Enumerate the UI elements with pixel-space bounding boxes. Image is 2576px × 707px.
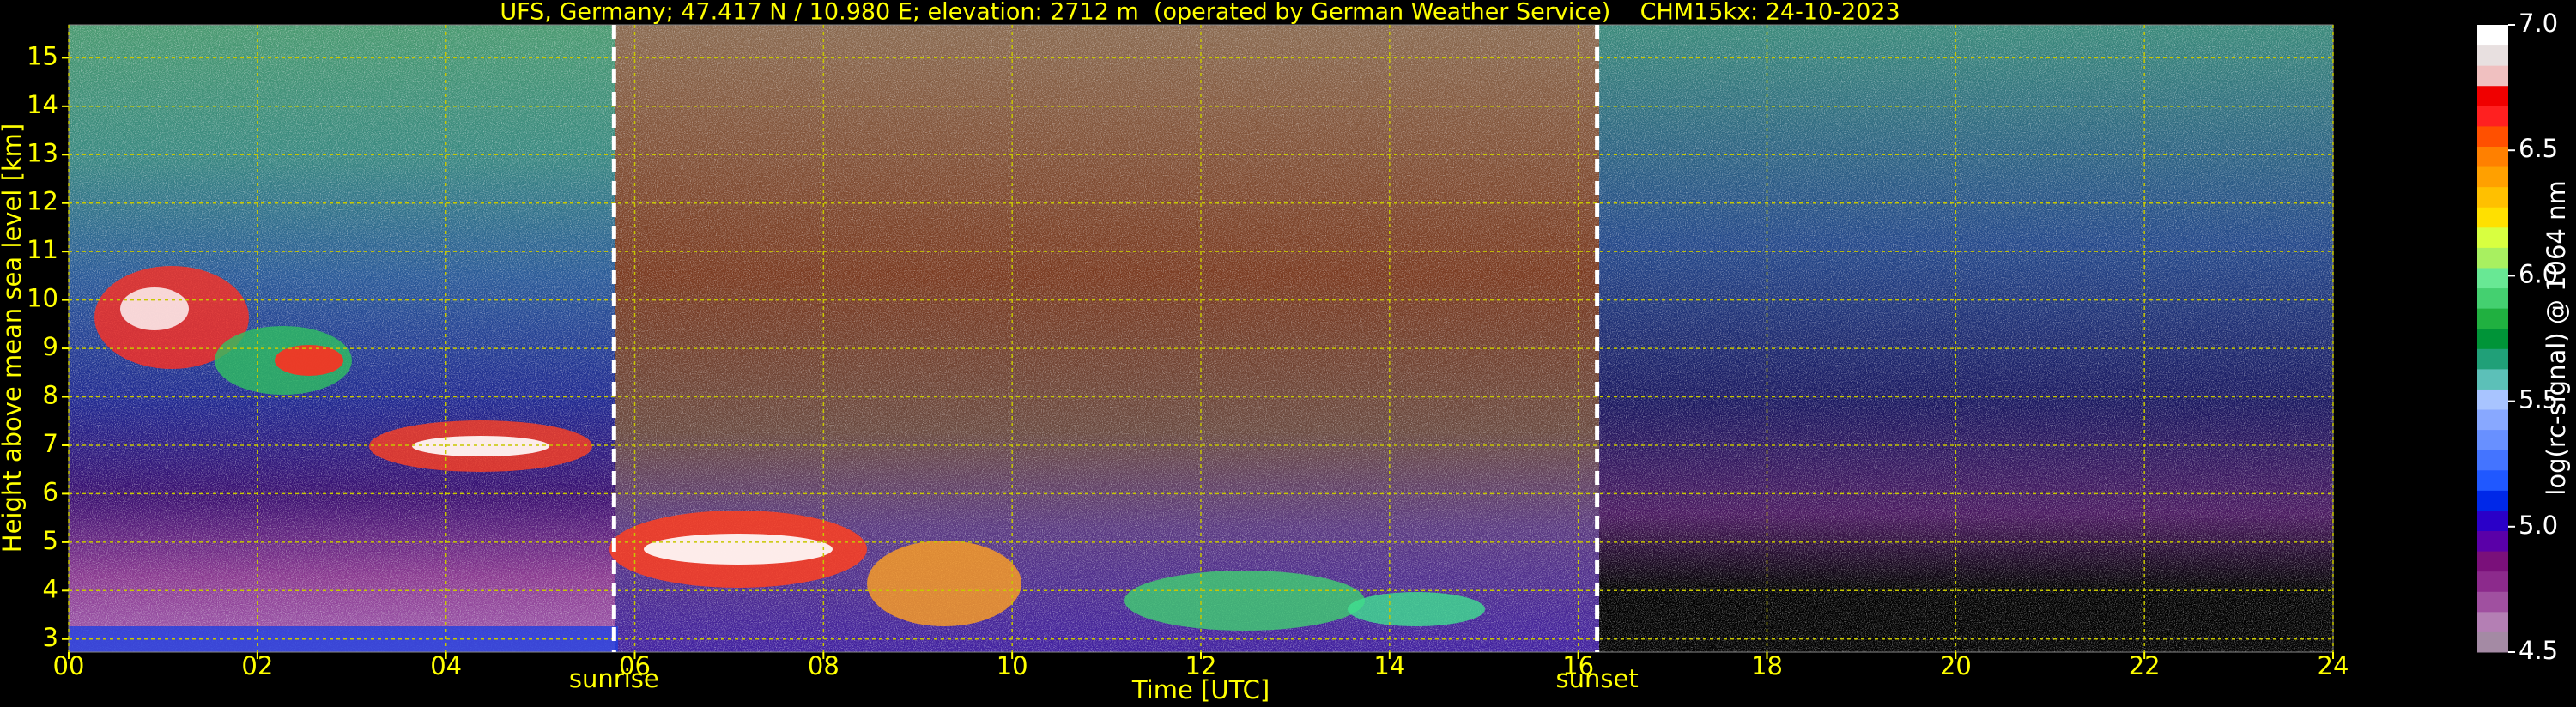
colorbar-step [2477,85,2508,106]
x-tick-label: 04 [430,651,462,680]
y-tick-label: 15 [27,41,58,70]
colorbar-step [2477,571,2508,592]
x-tick-label: 00 [53,651,85,680]
annotation-label: sunrise [569,664,659,693]
x-tick-label: 18 [1751,651,1783,680]
x-tick-label: 06 [619,651,651,680]
colorbar-step [2477,450,2508,471]
colorbar-step [2477,287,2508,309]
y-tick-label: 14 [27,90,58,119]
annotation-label: sunset [1556,664,1639,693]
colorbar-step [2477,247,2508,269]
colorbar-step [2477,328,2508,349]
y-axis-label: Height above mean sea level [km] [0,124,27,553]
x-tick-label: 16 [1562,651,1594,680]
colorbar-tick-label: 6.0 [2518,259,2558,288]
colorbar-step [2477,409,2508,431]
colorbar-tick-label: 7.0 [2518,9,2558,38]
y-tick-label: 10 [27,284,58,313]
colorbar-step [2477,45,2508,66]
signal-field [69,25,2333,652]
x-tick-label: 10 [997,651,1028,680]
colorbar-step [2477,631,2508,653]
colorbar-step [2477,469,2508,491]
x-tick-label: 08 [808,651,839,680]
colorbar-step [2477,490,2508,511]
y-tick-label: 9 [43,332,58,361]
colorbar-step [2477,146,2508,167]
x-tick-label: 20 [1940,651,1972,680]
colorbar-step [2477,429,2508,450]
x-tick-label: 14 [1373,651,1405,680]
colorbar-step [2477,611,2508,632]
x-axis-label: Time [UTC] [1131,675,1270,704]
x-tick-label: 02 [241,651,273,680]
colorbar-step [2477,125,2508,147]
colorbar-tick-label: 4.5 [2518,636,2558,665]
colorbar-step [2477,25,2508,46]
colorbar-step [2477,551,2508,572]
colorbar-tick-label: 6.5 [2518,134,2558,163]
y-tick-label: 5 [43,526,58,555]
colorbar-step [2477,186,2508,208]
y-tick-label: 11 [27,235,58,264]
colorbar-step [2477,389,2508,410]
y-tick-label: 3 [43,623,58,652]
y-tick-label: 7 [43,429,58,458]
colorbar-step [2477,106,2508,127]
colorbar-label: log(rc-signal) @ 1064 nm [2542,180,2571,495]
colorbar-tick-label: 5.5 [2518,385,2558,414]
y-tick-label: 8 [43,381,58,410]
y-tick-label: 12 [27,187,58,216]
colorbar-step [2477,510,2508,532]
colorbar-step [2477,207,2508,228]
colorbar-step [2477,166,2508,188]
colorbar-step [2477,348,2508,370]
x-tick-label: 12 [1185,651,1217,680]
colorbar-step [2477,65,2508,87]
x-tick-label: 24 [2318,651,2349,680]
y-tick-label: 13 [27,138,58,167]
colorbar-step [2477,591,2508,613]
x-tick-label: 22 [2129,651,2161,680]
colorbar-step [2477,308,2508,329]
colorbar-step [2477,227,2508,248]
y-tick-label: 4 [43,574,58,603]
y-tick-label: 6 [43,477,58,506]
colorbar-tick-label: 5.0 [2518,511,2558,540]
colorbar-step [2477,368,2508,390]
chart-title: UFS, Germany; 47.417 N / 10.980 E; eleva… [500,0,1900,26]
colorbar-step [2477,530,2508,552]
colorbar-step [2477,267,2508,289]
